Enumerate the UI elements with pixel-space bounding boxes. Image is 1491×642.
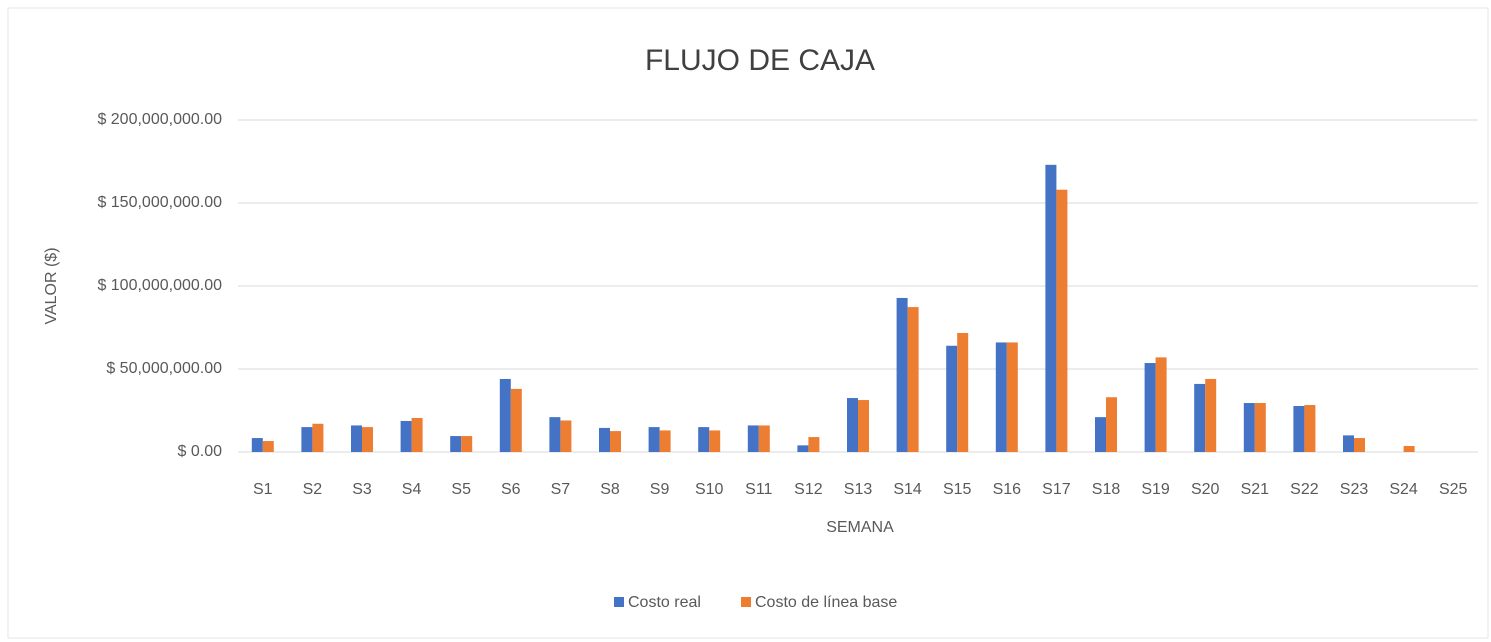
bar [1205, 378, 1217, 452]
x-tick-label: S9 [650, 481, 670, 498]
x-axis-label: SEMANA [826, 519, 894, 536]
bar [510, 388, 522, 452]
bar [1194, 383, 1206, 452]
x-tick-label: S13 [844, 481, 873, 498]
chart-frame [7, 7, 1489, 639]
bar [461, 436, 473, 452]
bar [400, 420, 412, 452]
bar [896, 297, 908, 452]
bar [1254, 403, 1266, 452]
x-tick-label: S12 [794, 481, 823, 498]
y-axis-label: VALOR ($) [43, 247, 60, 324]
bar [858, 400, 869, 452]
bar [301, 427, 313, 452]
x-tick-label: S5 [451, 481, 471, 498]
bar [698, 427, 710, 452]
x-tick-label: S1 [253, 481, 273, 498]
bar [659, 430, 671, 452]
bar [411, 417, 423, 452]
x-tick-label: S25 [1439, 481, 1468, 498]
x-tick-label: S19 [1141, 481, 1170, 498]
legend-label: Costo de línea base [755, 594, 897, 611]
bar [847, 398, 858, 452]
x-tick-label: S22 [1290, 481, 1319, 498]
y-tick-label: $ 200,000,000.00 [97, 111, 222, 128]
y-tick-label: $ 150,000,000.00 [97, 194, 222, 211]
x-tick-label: S10 [695, 481, 724, 498]
bar [808, 437, 820, 452]
bar [1006, 342, 1018, 452]
bar [1304, 405, 1316, 452]
bar [1056, 189, 1068, 452]
x-tick-label: S2 [303, 481, 323, 498]
x-tick-label: S11 [745, 481, 772, 498]
bar [1403, 446, 1415, 452]
bar [1045, 164, 1057, 452]
x-tick-label: S7 [551, 481, 571, 498]
x-tick-label: S18 [1092, 481, 1121, 498]
y-tick-label: $ 50,000,000.00 [106, 360, 222, 377]
bar [499, 378, 511, 452]
bar [549, 417, 561, 452]
legend-label: Costo real [628, 594, 701, 611]
bar [995, 342, 1007, 452]
bar [758, 425, 770, 452]
bar [946, 345, 958, 452]
bar [312, 423, 324, 452]
bar [262, 441, 274, 452]
x-tick-label: S14 [893, 481, 922, 498]
bar [251, 438, 263, 452]
legend-swatch [741, 597, 751, 607]
legend-swatch [614, 597, 624, 607]
bar [907, 307, 919, 452]
chart-title: FLUJO DE CAJA [645, 44, 875, 77]
bar [957, 332, 969, 452]
x-tick-label: S17 [1042, 481, 1071, 498]
x-tick-label: S6 [501, 481, 521, 498]
x-tick-label: S23 [1340, 481, 1369, 498]
bar [362, 427, 373, 452]
y-tick-label: $ 100,000,000.00 [97, 277, 222, 294]
bar [1343, 435, 1354, 452]
x-tick-label: S20 [1191, 481, 1220, 498]
bar [450, 436, 462, 452]
y-tick-label: $ 0.00 [178, 443, 223, 460]
x-tick-label: S4 [402, 481, 422, 498]
bar [610, 431, 621, 452]
bar [1144, 363, 1156, 452]
bar [599, 427, 610, 452]
x-tick-label: S21 [1241, 481, 1270, 498]
bar [1354, 438, 1365, 452]
bar [351, 425, 362, 452]
bar [709, 430, 721, 452]
x-tick-label: S24 [1389, 481, 1418, 498]
bar [1243, 403, 1255, 452]
bar [648, 427, 660, 452]
bar [1155, 357, 1167, 452]
bar [560, 420, 572, 452]
bar [797, 445, 809, 452]
x-tick-label: S16 [993, 481, 1022, 498]
x-tick-label: S8 [600, 481, 620, 498]
x-tick-label: S3 [352, 481, 372, 498]
bar [747, 425, 759, 452]
x-tick-label: S15 [943, 481, 972, 498]
bar [1095, 417, 1106, 452]
bar [1293, 406, 1305, 452]
bar [1106, 397, 1117, 452]
